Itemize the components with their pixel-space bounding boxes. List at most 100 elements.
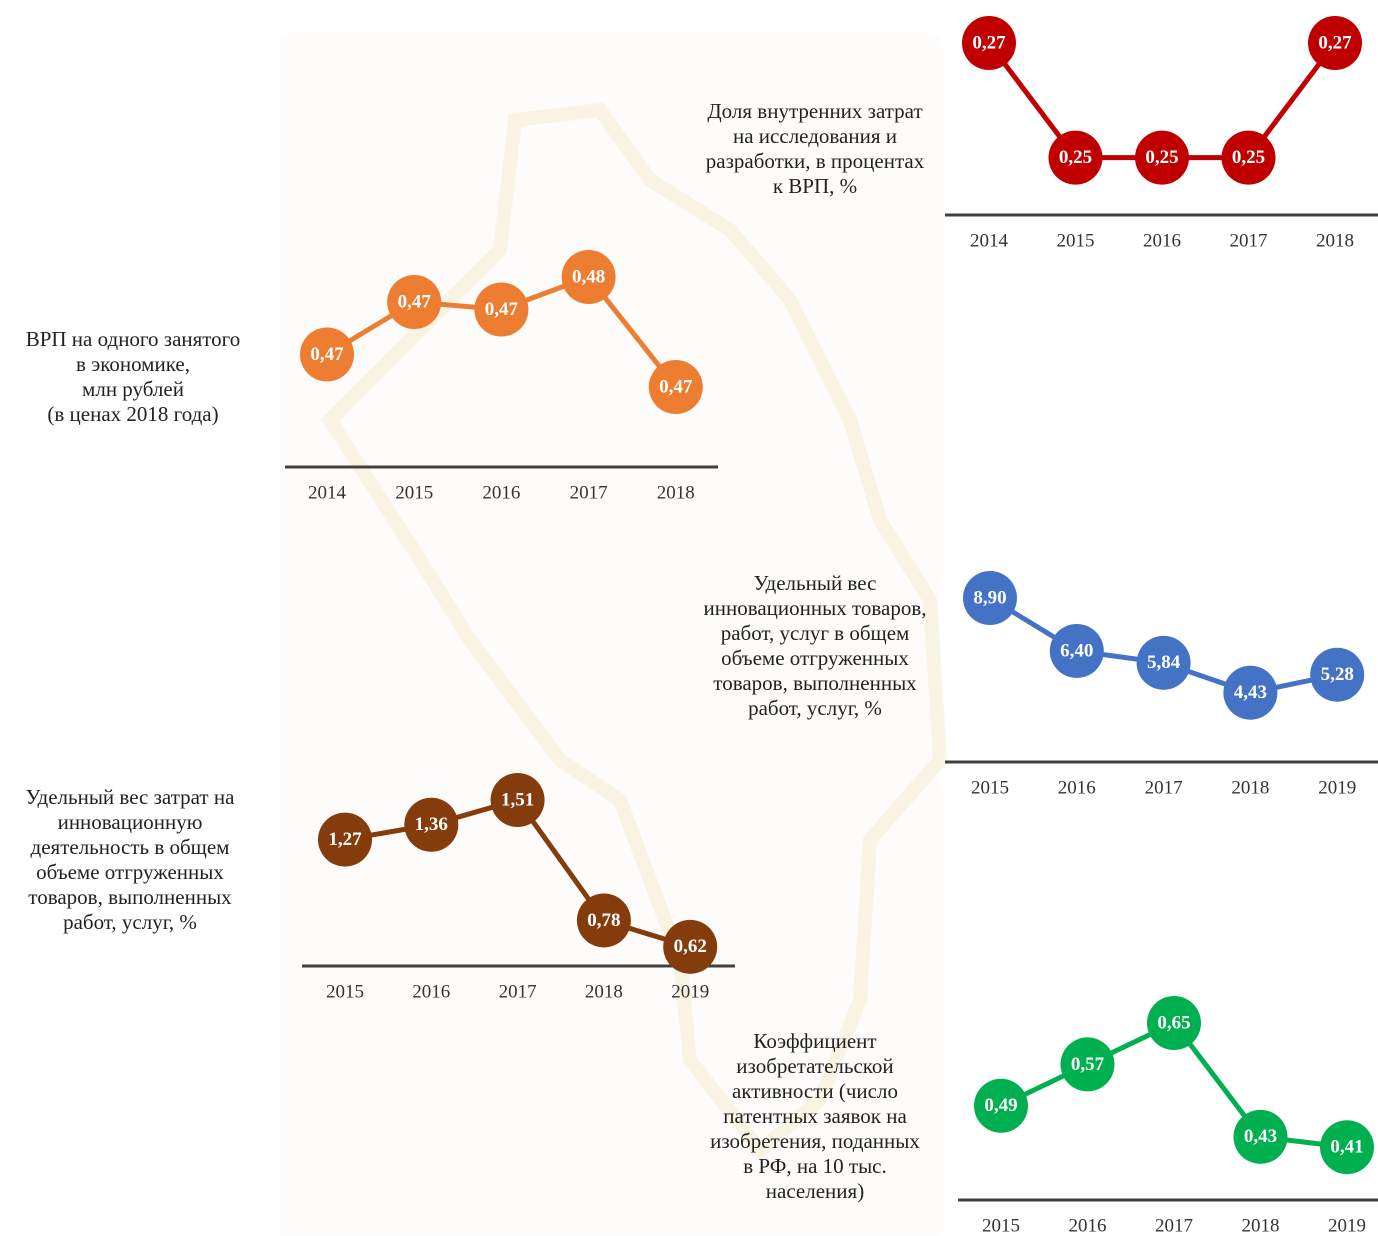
chart-title: на исследования и <box>733 124 897 148</box>
chart-title: товаров, выполненных <box>713 671 917 695</box>
data-label: 0,49 <box>984 1095 1017 1116</box>
data-point <box>1320 1120 1374 1175</box>
chart-title: Удельный вес <box>754 571 877 595</box>
x-tick-label: 2017 <box>570 482 608 503</box>
x-tick-label: 2015 <box>326 981 364 1002</box>
data-label: 1,27 <box>328 829 362 850</box>
x-tick-label: 2018 <box>1231 777 1269 798</box>
chart-title: Удельный вес затрат на <box>26 785 235 809</box>
chart-title: Доля внутренних затрат <box>707 99 922 123</box>
x-tick-label: 2015 <box>982 1215 1020 1236</box>
data-point <box>1136 635 1191 690</box>
x-tick-label: 2016 <box>1143 230 1181 251</box>
data-label: 0,43 <box>1244 1126 1277 1147</box>
data-point <box>561 250 616 304</box>
x-tick-label: 2016 <box>412 981 450 1002</box>
x-tick-label: 2015 <box>971 777 1009 798</box>
chart-title: товаров, выполненных <box>28 885 232 909</box>
data-point <box>962 16 1016 70</box>
data-point <box>1221 130 1276 185</box>
data-point <box>404 797 459 852</box>
x-tick-label: 2017 <box>499 981 537 1002</box>
data-point <box>490 773 545 827</box>
data-label: 0,25 <box>1232 147 1265 168</box>
x-tick-label: 2014 <box>970 230 1009 251</box>
data-label: 0,27 <box>972 32 1006 53</box>
data-label: 0,62 <box>674 936 707 957</box>
data-point <box>474 282 529 337</box>
data-point <box>1233 1109 1288 1164</box>
data-label: 0,47 <box>485 299 519 320</box>
x-tick-label: 2016 <box>1058 777 1096 798</box>
x-tick-label: 2017 <box>1230 230 1268 251</box>
data-label: 5,28 <box>1321 664 1354 685</box>
chart-title: инновационную <box>58 810 203 834</box>
chart-title: работ, услуг, % <box>748 696 882 720</box>
x-tick-label: 2017 <box>1155 1215 1193 1236</box>
data-point <box>1049 623 1104 678</box>
chart-title: изобретения, поданных <box>710 1129 920 1153</box>
chart-title: разработки, в процентах <box>706 149 925 173</box>
data-point <box>1048 130 1103 185</box>
data-label: 0,27 <box>1318 32 1352 53</box>
x-tick-label: 2019 <box>1318 777 1356 798</box>
data-label: 0,47 <box>398 291 432 312</box>
x-tick-label: 2019 <box>671 981 709 1002</box>
data-point <box>1310 647 1365 702</box>
x-tick-label: 2016 <box>482 482 520 503</box>
chart-title: активности (число <box>732 1079 898 1103</box>
data-point <box>963 571 1017 625</box>
chart-title: патентных заявок на <box>723 1104 907 1128</box>
chart-title: работ, услуг, % <box>63 910 197 934</box>
x-tick-label: 2016 <box>1069 1215 1107 1236</box>
data-point <box>1135 130 1189 185</box>
data-point <box>1223 665 1278 720</box>
data-label: 0,47 <box>659 376 693 397</box>
data-label: 1,51 <box>501 789 534 810</box>
data-label: 5,84 <box>1147 652 1181 673</box>
data-point <box>663 919 718 974</box>
x-tick-label: 2015 <box>1057 230 1095 251</box>
chart-title: изобретательской <box>736 1054 893 1078</box>
data-point <box>974 1078 1028 1133</box>
x-tick-label: 2017 <box>1145 777 1183 798</box>
data-label: 0,25 <box>1145 147 1178 168</box>
data-point <box>387 275 442 329</box>
chart-title: млн рублей <box>82 377 184 401</box>
chart-title: в экономике, <box>76 352 190 376</box>
data-point <box>300 327 354 382</box>
data-label: 0,57 <box>1071 1054 1105 1075</box>
x-tick-label: 2018 <box>1242 1215 1280 1236</box>
chart-title: (в ценах 2018 года) <box>47 402 218 426</box>
chart-title: Коэффициент <box>753 1029 876 1053</box>
data-point <box>1147 996 1201 1050</box>
data-point <box>648 360 703 414</box>
background-panel <box>280 35 940 1235</box>
data-point <box>1060 1037 1115 1092</box>
chart-title: объеме отгруженных <box>721 646 909 670</box>
map-outline <box>321 102 948 1161</box>
data-label: 0,78 <box>587 910 620 931</box>
data-label: 0,41 <box>1330 1137 1363 1158</box>
data-label: 8,90 <box>973 587 1006 608</box>
chart-title: объеме отгруженных <box>36 860 224 884</box>
data-point <box>318 812 372 867</box>
data-label: 4,43 <box>1234 682 1267 703</box>
data-label: 1,36 <box>415 814 448 835</box>
chart-title: ВРП на одного занятого <box>26 327 241 351</box>
data-label: 0,25 <box>1059 147 1092 168</box>
data-label: 0,65 <box>1157 1012 1190 1033</box>
chart-title: населения) <box>766 1179 864 1203</box>
data-point <box>576 893 631 948</box>
x-tick-label: 2018 <box>657 482 695 503</box>
chart-title: деятельность в общем <box>31 835 230 859</box>
chart-title: работ, услуг в общем <box>721 621 910 645</box>
data-label: 0,48 <box>572 266 605 287</box>
x-tick-label: 2015 <box>395 482 433 503</box>
data-label: 6,40 <box>1060 640 1093 661</box>
data-point <box>1308 16 1362 70</box>
chart-title: инновационных товаров, <box>703 596 926 620</box>
x-tick-label: 2014 <box>308 482 347 503</box>
x-tick-label: 2019 <box>1328 1215 1366 1236</box>
